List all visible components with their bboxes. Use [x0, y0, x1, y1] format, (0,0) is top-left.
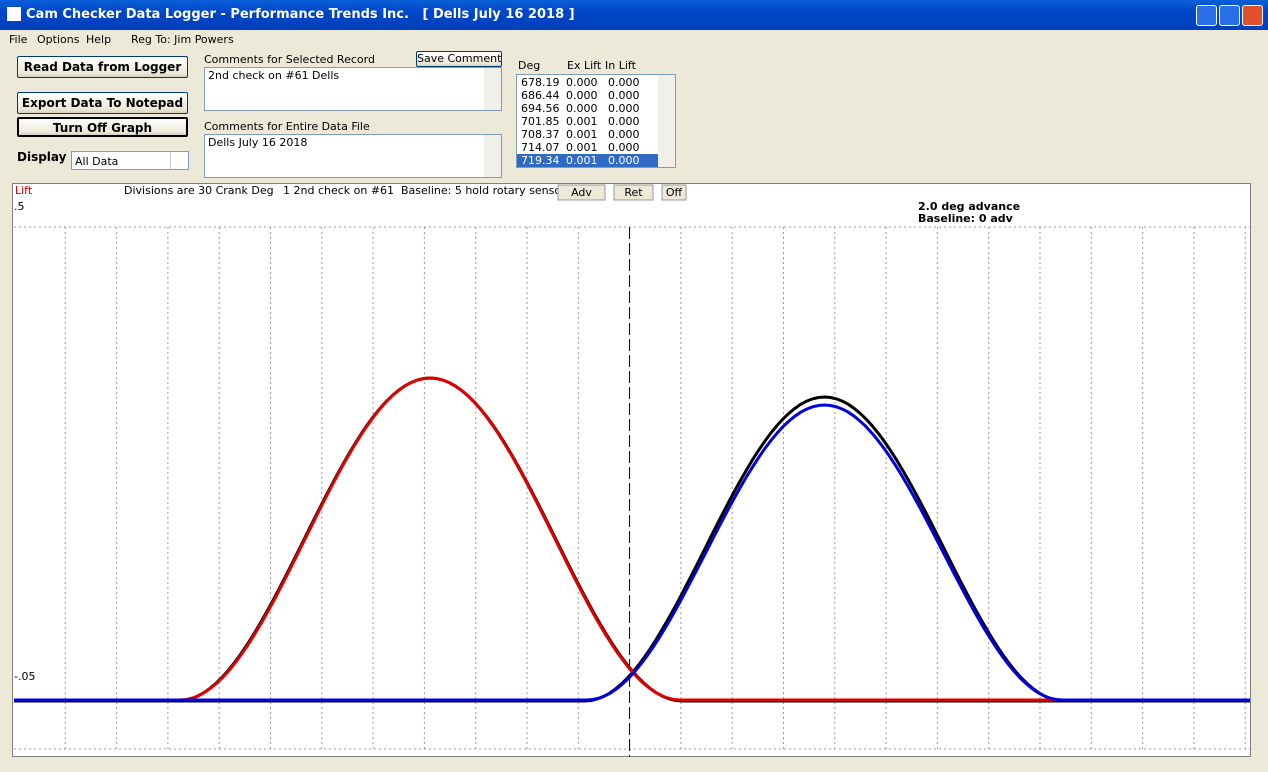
- file-comment[interactable]: Dells July 16 2018: [204, 134, 502, 178]
- y-max-label: .5: [14, 200, 25, 213]
- y-min-label: -.05: [14, 670, 35, 683]
- list-cell: 0.000: [566, 76, 598, 89]
- list-cell: 708.37: [521, 128, 560, 141]
- column-header: Deg: [518, 59, 541, 72]
- list-row[interactable]: 708.37 0.001 0.000: [517, 128, 675, 141]
- title-bar: [0, 0, 1268, 30]
- save-button[interactable]: Save Comment: [416, 51, 502, 67]
- list-cell: 678.19: [521, 76, 560, 89]
- divisions-text: Divisions are 30 Crank Deg: [124, 184, 274, 197]
- list-cell: 694.56: [521, 102, 560, 115]
- scrollbar: [658, 75, 675, 167]
- list-cell: 701.85: [521, 115, 560, 128]
- off-label[interactable]: Off: [666, 186, 683, 199]
- comment-text: Dells July 16 2018: [208, 136, 308, 149]
- dropdown-arrow: [170, 152, 188, 169]
- list-cell: 0.000: [608, 128, 640, 141]
- close-button[interactable]: [1242, 5, 1263, 26]
- data-list[interactable]: 678.19 0.000 0.000 686.44 0.000 0.000 694.56 0.…: [516, 74, 676, 168]
- graph-button[interactable]: Turn Off Graph: [17, 117, 188, 137]
- display-label: Display: [17, 150, 67, 164]
- menu-item[interactable]: Reg To: Jim Powers: [131, 33, 234, 46]
- list-cell: 719.34: [521, 154, 560, 167]
- column-header: Ex Lift: [567, 59, 602, 72]
- list-row[interactable]: 678.19 0.000 0.000: [517, 76, 675, 89]
- list-row[interactable]: 701.85 0.001 0.000: [517, 115, 675, 128]
- read-button[interactable]: Read Data from Logger: [17, 56, 188, 78]
- ret-button[interactable]: [613, 184, 654, 201]
- off-button[interactable]: [661, 184, 687, 201]
- export-button[interactable]: Export Data To Notepad: [17, 92, 188, 114]
- list-cell: 686.44: [521, 89, 560, 102]
- column-header: In Lift: [605, 59, 636, 72]
- exhaust-curve: [14, 376, 1250, 702]
- y-axis-label: Lift: [15, 184, 33, 197]
- list-cell: 0.001: [566, 141, 598, 154]
- adv-button[interactable]: [557, 184, 606, 201]
- list-row[interactable]: 686.44 0.000 0.000: [517, 89, 675, 102]
- list-row[interactable]: 714.07 0.001 0.000: [517, 141, 675, 154]
- list-cell: 714.07: [521, 141, 560, 154]
- comment-text: 2nd check on #61 Dells: [208, 69, 340, 82]
- list-row[interactable]: 719.34 0.001 0.000: [517, 154, 675, 167]
- select-value: All Data: [75, 155, 119, 168]
- scrollbar: [484, 68, 501, 110]
- minimize-button[interactable]: [1196, 5, 1217, 26]
- graph: Lift Divisions are 30 Crank Deg 1 2nd ch…: [12, 183, 1251, 757]
- maximize-button[interactable]: [1219, 5, 1240, 26]
- record-comment[interactable]: 2nd check on #61 Dells: [204, 67, 502, 111]
- list-cell: 0.000: [608, 115, 640, 128]
- baseline-text: Baseline: 5 hold rotary sensor: [401, 184, 566, 197]
- intake-baseline-curve: [14, 395, 1250, 703]
- menu-item[interactable]: Options: [37, 33, 80, 46]
- list-cell: 0.000: [608, 76, 640, 89]
- list-cell: 0.000: [608, 141, 640, 154]
- file-comment-label: Comments for Entire Data File: [204, 120, 370, 133]
- record-text: 1 2nd check on #61: [283, 184, 394, 197]
- note: Baseline: 0 adv: [918, 212, 1014, 225]
- adv-label[interactable]: Adv: [571, 186, 592, 199]
- list-cell: 0.000: [608, 102, 640, 115]
- list-cell: 0.001: [566, 115, 598, 128]
- app-icon: [7, 7, 21, 21]
- menu-item[interactable]: Help: [86, 33, 112, 46]
- list-row[interactable]: 694.56 0.000 0.000: [517, 102, 675, 115]
- list-cell: 0.000: [608, 89, 640, 102]
- list-cell: 0.001: [566, 154, 598, 167]
- display-select[interactable]: All Data: [71, 151, 189, 170]
- record-comment-label: Comments for Selected Record: [204, 53, 375, 66]
- list-cell: 0.001: [566, 128, 598, 141]
- list-cell: 0.000: [566, 102, 598, 115]
- list-cell: 0.000: [566, 89, 598, 102]
- scrollbar: [484, 135, 501, 177]
- menu-item[interactable]: File: [9, 33, 28, 46]
- note: 2.0 deg advance: [918, 200, 1020, 213]
- intake-curve: [14, 403, 1250, 702]
- window-title: Cam Checker Data Logger - Performance Tr…: [26, 7, 575, 22]
- list-cell: 0.000: [608, 154, 640, 167]
- ret-label[interactable]: Ret: [624, 186, 643, 199]
